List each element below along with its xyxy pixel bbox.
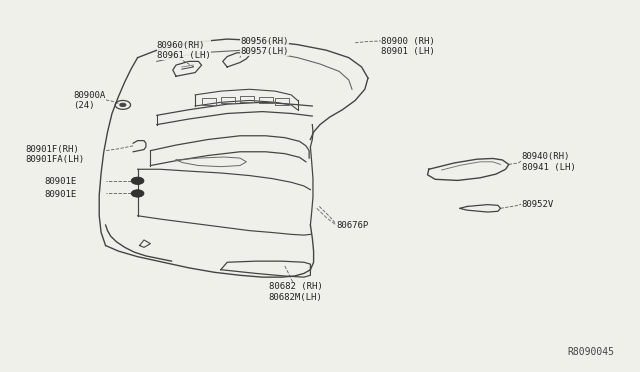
Text: 80901F(RH)
80901FA(LH): 80901F(RH) 80901FA(LH) [26, 145, 84, 164]
Circle shape [131, 177, 144, 185]
Text: 80901E: 80901E [45, 190, 77, 199]
Text: 80900 (RH)
80901 (LH): 80900 (RH) 80901 (LH) [381, 37, 435, 56]
Text: 80900A
(24): 80900A (24) [74, 91, 106, 110]
Circle shape [131, 190, 144, 197]
Text: R8090045: R8090045 [568, 347, 614, 357]
Text: 80940(RH)
80941 (LH): 80940(RH) 80941 (LH) [522, 152, 575, 171]
Text: 80960(RH)
80961 (LH): 80960(RH) 80961 (LH) [157, 41, 211, 60]
Text: 80676P: 80676P [336, 221, 368, 230]
Text: 80956(RH)
80957(LH): 80956(RH) 80957(LH) [240, 37, 289, 56]
Text: 80901E: 80901E [45, 177, 77, 186]
Circle shape [120, 103, 126, 107]
Text: 80952V: 80952V [522, 200, 554, 209]
Text: 80682 (RH)
80682M(LH): 80682 (RH) 80682M(LH) [269, 282, 323, 302]
